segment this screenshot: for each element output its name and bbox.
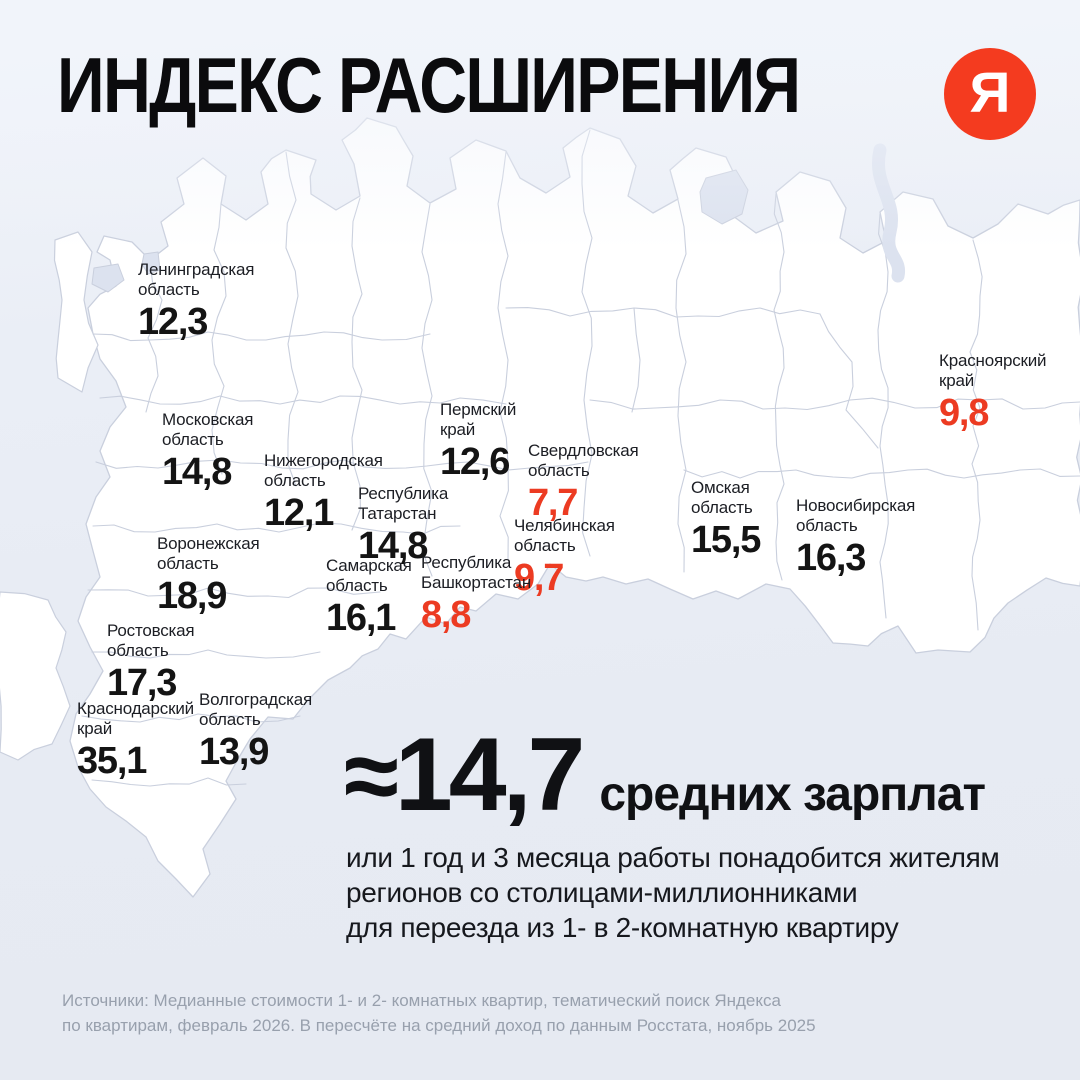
region-name: Ленинградская область bbox=[138, 260, 255, 299]
region-value: 35,1 bbox=[77, 740, 147, 782]
region-value: 16,3 bbox=[796, 537, 866, 579]
map-region: Омская область 15,5 bbox=[691, 478, 761, 561]
map-shape bbox=[91, 649, 321, 659]
region-value: 12,3 bbox=[138, 301, 208, 343]
region-value: 17,3 bbox=[107, 662, 177, 704]
map-region: Московская область 14,8 bbox=[162, 410, 253, 493]
map-region: Свердловская область 7,7 bbox=[528, 441, 639, 524]
map-shape bbox=[773, 193, 785, 581]
sources-line: Источники: Медианные стоимости 1- и 2- к… bbox=[62, 991, 781, 1010]
map-shape bbox=[92, 522, 461, 535]
map-region: Ленинградская область 12,3 bbox=[138, 260, 254, 343]
map-region: Ростовская область 17,3 bbox=[107, 621, 195, 704]
region-value: 14,8 bbox=[358, 525, 428, 567]
stat-description: или 1 год и 3 месяца работы понадобится … bbox=[346, 840, 1000, 945]
sources-note: Источники: Медианные стоимости 1- и 2- к… bbox=[62, 988, 816, 1038]
map-shape bbox=[92, 331, 431, 342]
map-region: Воронежская область 18,9 bbox=[157, 534, 260, 617]
region-name: Краснодарский край bbox=[77, 699, 194, 738]
map-shape bbox=[91, 777, 247, 787]
region-name: Новосибирская область bbox=[796, 496, 916, 535]
region-value: 13,9 bbox=[199, 731, 269, 773]
region-name: Самарская область bbox=[326, 556, 412, 595]
yandex-logo-icon: Я bbox=[944, 48, 1036, 140]
map-shape bbox=[589, 397, 1080, 411]
map-region: Самарская область 16,1 bbox=[326, 556, 412, 639]
map-shape bbox=[819, 313, 879, 449]
map-shape bbox=[87, 587, 381, 599]
region-name: Пермский край bbox=[440, 400, 517, 439]
map-region: Челябинская область 9,7 bbox=[514, 516, 615, 599]
region-name: Воронежская область bbox=[157, 534, 260, 573]
region-value: 16,1 bbox=[326, 597, 396, 639]
map-shape bbox=[99, 395, 507, 405]
region-name: Свердловская область bbox=[528, 441, 639, 480]
map-shape bbox=[145, 261, 163, 413]
region-value: 9,7 bbox=[514, 557, 564, 599]
region-name: Нижегородская область bbox=[264, 451, 383, 490]
stat-value: 14,7 bbox=[394, 717, 585, 833]
map-shape bbox=[969, 239, 983, 631]
map-shape bbox=[141, 251, 161, 275]
map-shape bbox=[53, 231, 99, 393]
map-shape bbox=[351, 197, 363, 531]
map-shape bbox=[0, 591, 71, 761]
stat-description-line: регионов со столицами-миллионниками bbox=[346, 877, 858, 908]
stat-description-line: для переезда из 1- в 2-комнатную квартир… bbox=[346, 912, 899, 943]
region-value: 14,8 bbox=[162, 451, 232, 493]
region-name: Волгоградская область bbox=[199, 690, 313, 729]
region-name: Ростовская область bbox=[107, 621, 195, 660]
map-region: Краснодарский край 35,1 bbox=[77, 699, 194, 782]
region-value: 18,9 bbox=[157, 575, 227, 617]
stat-unit: средних зарплат bbox=[599, 768, 986, 821]
region-name: Омская область bbox=[691, 478, 753, 517]
map-region: Красноярский край 9,8 bbox=[939, 351, 1047, 434]
region-value: 9,8 bbox=[939, 392, 989, 434]
map-region: Пермский край 12,6 bbox=[440, 400, 516, 483]
headline-stat: ≈ 14,7 средних зарплат bbox=[344, 716, 986, 835]
region-value: 7,7 bbox=[528, 482, 578, 524]
approx-symbol: ≈ bbox=[344, 720, 399, 832]
map-shape bbox=[421, 203, 433, 577]
map-shape bbox=[81, 713, 301, 723]
map-region: Республика Башкортастан 8,8 bbox=[421, 553, 531, 636]
region-value: 15,5 bbox=[691, 519, 761, 561]
sources-line: по квартирам, февраль 2026. В пересчёте … bbox=[62, 1016, 816, 1035]
map-shape bbox=[95, 459, 589, 471]
map-region: Республика Татарстан 14,8 bbox=[358, 484, 448, 567]
region-name: Республика Башкортастан bbox=[421, 553, 532, 592]
map-shape bbox=[91, 263, 125, 293]
page-title: ИНДЕКС РАСШИРЕНИЯ bbox=[57, 41, 801, 129]
yandex-logo-letter: Я bbox=[969, 61, 1011, 125]
map-shape bbox=[211, 203, 227, 475]
map-shape bbox=[505, 307, 821, 318]
region-value: 12,1 bbox=[264, 492, 334, 534]
map-shape bbox=[675, 199, 687, 573]
map-shape bbox=[683, 468, 1080, 479]
region-value: 8,8 bbox=[421, 594, 471, 636]
map-region: Волгоградская область 13,9 bbox=[199, 690, 312, 773]
map-shape bbox=[631, 307, 641, 413]
map-region: Новосибирская область 16,3 bbox=[796, 496, 915, 579]
region-name: Челябинская область bbox=[514, 516, 615, 555]
region-value: 12,6 bbox=[440, 441, 510, 483]
stat-description-line: или 1 год и 3 месяца работы понадобится … bbox=[346, 842, 1000, 873]
region-name: Красноярский край bbox=[939, 351, 1047, 390]
region-name: Московская область bbox=[162, 410, 254, 449]
region-name: Республика Татарстан bbox=[358, 484, 449, 523]
map-shape bbox=[877, 213, 889, 619]
map-region: Нижегородская область 12,1 bbox=[264, 451, 383, 534]
